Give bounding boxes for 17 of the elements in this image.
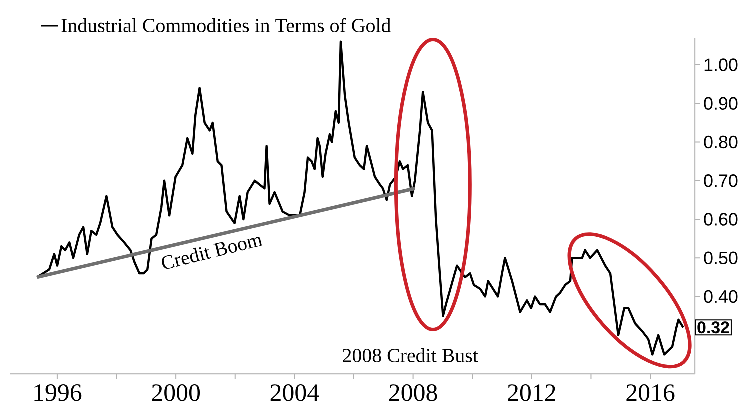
- annotation: 0.32: [698, 322, 730, 334]
- y-tick-label: 0.90: [704, 97, 738, 110]
- y-tick-label: 0.60: [704, 213, 738, 226]
- x-tick-label: 2008: [389, 384, 438, 402]
- y-tick-label: 0.80: [704, 136, 738, 149]
- legend-label: Industrial Commodities in Terms of Gold: [62, 18, 391, 33]
- x-tick-label: 2016: [626, 384, 675, 402]
- y-tick-label: 0.40: [704, 290, 738, 304]
- y-tick-label: 1.00: [704, 58, 738, 72]
- x-tick-label: 2004: [270, 384, 320, 402]
- y-tick-label: 0.50: [704, 252, 738, 264]
- annotation: Credit Boom: [162, 236, 264, 269]
- y-tick-label: 0.70: [704, 174, 738, 188]
- annotation: 2008 Credit Bust: [343, 348, 478, 362]
- x-tick-label: 2012: [508, 384, 556, 402]
- x-tick-label: 2000: [152, 384, 200, 402]
- x-tick-label: 1996: [34, 384, 82, 402]
